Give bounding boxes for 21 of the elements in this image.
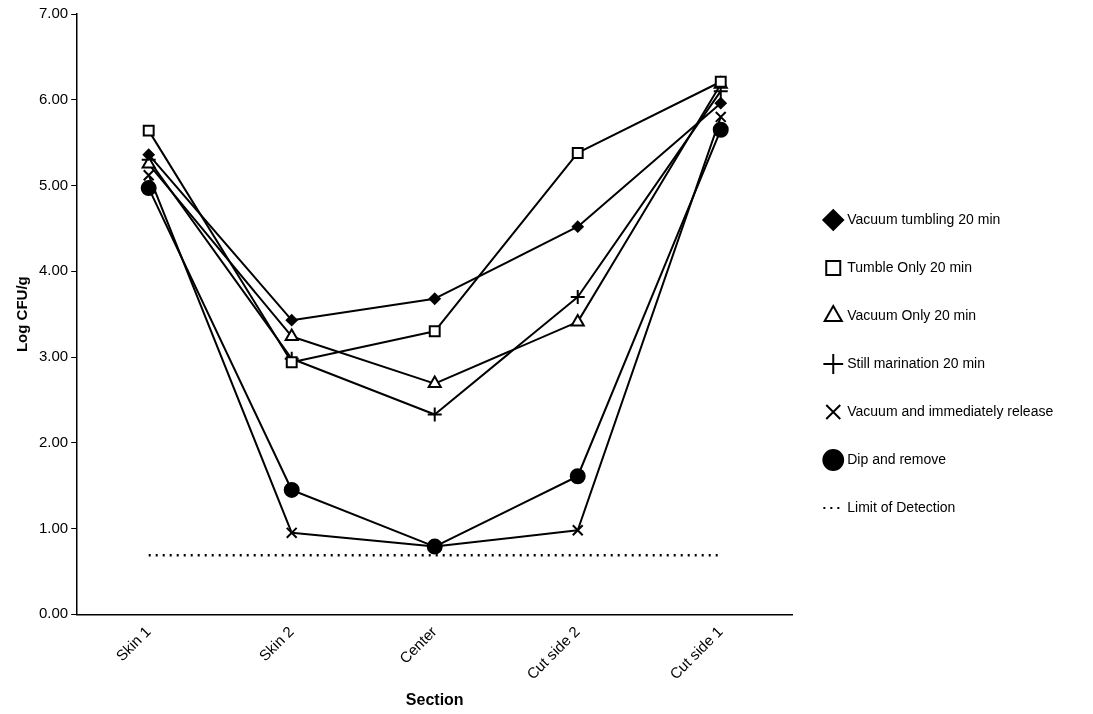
y-tick-label: 0.00	[38, 604, 69, 622]
x-tick-label: Skin 2	[255, 622, 297, 665]
x-tick-label: Cut side 1	[666, 622, 726, 683]
y-tick-label: 4.00	[38, 261, 69, 279]
y-tick-label: 7.00	[38, 4, 69, 22]
y-tick-label: 2.00	[38, 432, 69, 450]
legend-label: Vacuum tumbling 20 min	[847, 210, 1001, 227]
y-tick-label: 6.00	[38, 89, 69, 107]
y-tick-label: 3.00	[38, 347, 69, 365]
y-tick-label: 5.00	[38, 175, 69, 193]
x-axis-title: Section	[405, 690, 464, 708]
legend-label: Still marination 20 min	[847, 354, 985, 371]
x-tick-label: Cut side 2	[523, 622, 583, 683]
legend-label: Limit of Detection	[847, 498, 956, 515]
legend-label: Tumble Only 20 min	[847, 258, 972, 275]
legend-label: Vacuum and immediately release	[847, 402, 1054, 419]
y-axis-title: Log CFU/g	[13, 276, 31, 353]
legend-label: Dip and remove	[847, 450, 947, 467]
x-tick-label: Skin 1	[112, 622, 154, 665]
y-tick-label: 1.00	[38, 518, 69, 536]
legend-label: Vacuum Only 20 min	[847, 306, 977, 323]
